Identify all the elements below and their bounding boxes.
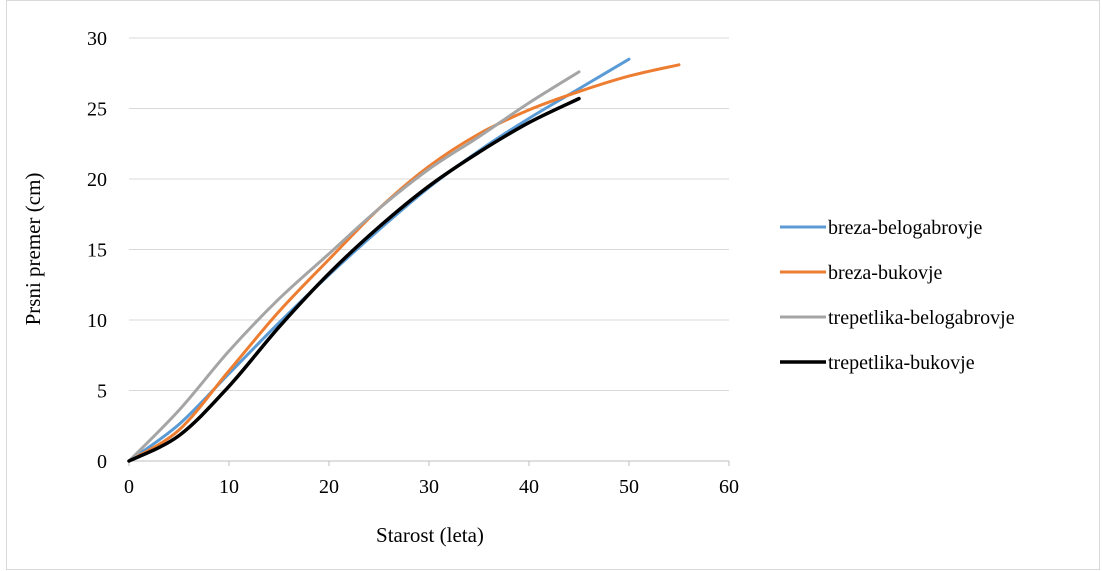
legend-item: trepetlika-bukovje bbox=[780, 352, 975, 374]
x-tick-label: 20 bbox=[319, 476, 339, 498]
x-axis-title: Starost (leta) bbox=[376, 523, 484, 547]
y-tick-label: 25 bbox=[87, 99, 107, 121]
gridlines bbox=[129, 37, 729, 391]
y-tick-labels: 0 5 10 15 20 25 30 bbox=[87, 28, 107, 473]
series-layer bbox=[127, 57, 681, 463]
legend-item: trepetlika-belogabrovje bbox=[780, 307, 1015, 329]
x-tick-label: 30 bbox=[419, 476, 439, 498]
legend-label: breza-bukovje bbox=[828, 262, 943, 284]
series-line-breza-bukovje bbox=[127, 63, 681, 463]
y-tick-label: 10 bbox=[87, 310, 107, 332]
series-line-trepetlika-belogabrovje bbox=[127, 70, 581, 463]
legend-item: breza-belogabrovje bbox=[780, 217, 982, 239]
legend-label: trepetlika-bukovje bbox=[828, 352, 975, 374]
legend-label: trepetlika-belogabrovje bbox=[828, 307, 1015, 329]
x-tick-label: 50 bbox=[619, 476, 639, 498]
legend-label: breza-belogabrovje bbox=[828, 217, 982, 239]
x-tick-labels: 0 10 20 30 40 50 60 bbox=[124, 476, 739, 498]
x-tick-label: 0 bbox=[124, 476, 134, 498]
x-tick-label: 40 bbox=[519, 476, 539, 498]
legend-item: breza-bukovje bbox=[780, 262, 943, 284]
x-tick-label: 60 bbox=[719, 476, 739, 498]
x-tick-label: 10 bbox=[219, 476, 239, 498]
series-line-trepetlika-bukovje bbox=[127, 96, 581, 463]
y-tick-label: 30 bbox=[87, 28, 107, 50]
axes bbox=[128, 460, 730, 466]
y-tick-label: 20 bbox=[87, 169, 107, 191]
y-tick-label: 0 bbox=[97, 451, 107, 473]
chart-frame bbox=[6, 0, 1100, 570]
y-tick-label: 15 bbox=[87, 240, 107, 262]
y-axis-title: Prsni premer (cm) bbox=[21, 173, 45, 326]
y-tick-label: 5 bbox=[97, 381, 107, 403]
legend: breza-belogabrovje breza-bukovje trepetlik… bbox=[780, 217, 1015, 374]
